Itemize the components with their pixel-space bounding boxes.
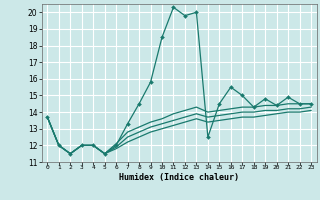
X-axis label: Humidex (Indice chaleur): Humidex (Indice chaleur) [119,173,239,182]
